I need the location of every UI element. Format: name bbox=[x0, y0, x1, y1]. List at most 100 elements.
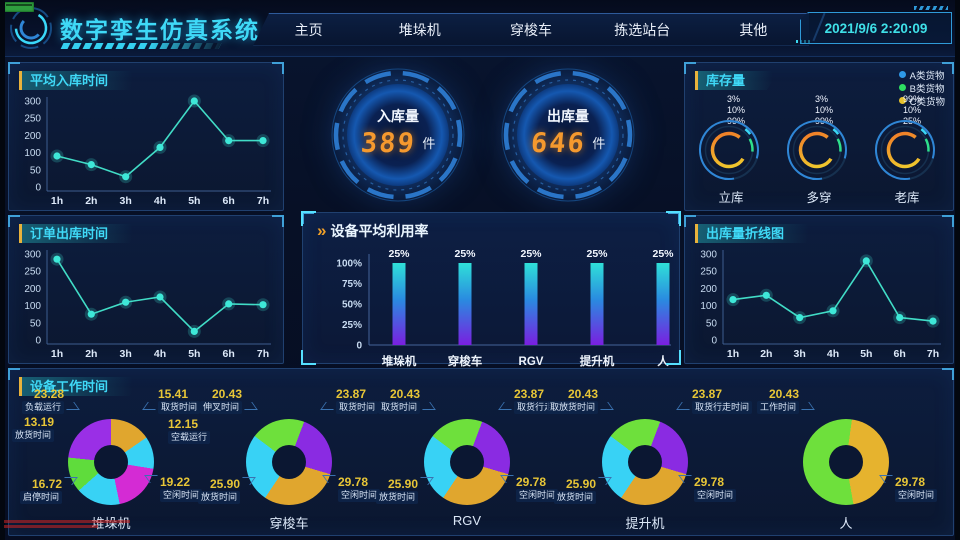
svg-text:100: 100 bbox=[24, 301, 41, 312]
corner-bracket bbox=[301, 211, 316, 226]
gauge-rings bbox=[331, 68, 465, 202]
gauge-value: 646 bbox=[529, 128, 587, 159]
svg-text:3h: 3h bbox=[120, 348, 132, 360]
nav-item-其他[interactable]: 其他 bbox=[739, 21, 768, 38]
inventory-legend: A类货物 B类货物 C类货物 bbox=[898, 68, 945, 108]
line-chart-svg: 0 50 100 200 250 300 1h 2h 3h 4h 5h 6h 7h bbox=[24, 250, 271, 360]
svg-text:25%: 25% bbox=[520, 248, 542, 260]
outbound-line-chart: 0 50 100 200 250 300 1h 2h 3h 4h 5h 6h 7h bbox=[689, 246, 947, 365]
donut-callout-label: 25.90 放货时间 bbox=[326, 477, 418, 504]
donut-name: RGV bbox=[452, 513, 482, 528]
svg-text:100: 100 bbox=[700, 301, 717, 312]
panel-title: 库存量 bbox=[695, 71, 779, 90]
svg-text:50%: 50% bbox=[342, 300, 362, 311]
svg-text:1h: 1h bbox=[727, 348, 739, 360]
panel-order-outbound-time: 订单出库时间 0 50 100 200 250 300 1h 2h 3h 4h 5h 6h 7h bbox=[8, 215, 284, 364]
gauge-value: 389 bbox=[359, 128, 417, 159]
legend-dot-icon bbox=[898, 71, 906, 78]
svg-text:250: 250 bbox=[24, 267, 41, 278]
svg-text:0: 0 bbox=[711, 336, 717, 347]
callout-value: 25.90 bbox=[387, 477, 418, 491]
counter-gauge-出库量: 出库量 646 件 bbox=[498, 65, 638, 205]
gauge-rings bbox=[501, 68, 635, 202]
svg-text:250: 250 bbox=[700, 267, 717, 278]
donut-name: 穿梭车 bbox=[269, 516, 309, 531]
inventory-gauges-row: 3% 10% 99% 立库 3% 10% 99% bbox=[687, 94, 951, 206]
donut-hole bbox=[829, 445, 863, 479]
legend-label: C类货物 bbox=[909, 96, 945, 108]
panel-title-text: 设备平均利用率 bbox=[330, 223, 429, 239]
avg-inbound-line-chart: 0 50 100 200 250 300 1h 2h 3h 4h 5h 6h 7h bbox=[13, 93, 277, 212]
svg-text:6h: 6h bbox=[223, 195, 235, 207]
nav-item-穿梭车[interactable]: 穿梭车 bbox=[510, 21, 552, 38]
svg-text:6h: 6h bbox=[894, 348, 906, 360]
main-nav: 主页 堆垛机 穿梭车 拣选站台 其他 bbox=[253, 13, 809, 46]
center-gauges-area: 入库量 389 件 出库量 646 件 bbox=[300, 62, 680, 210]
bar-chart-svg: 100% 75% 50% 25% 0 25% 堆垛机 25% 穿梭车 25% RGV 25% 提升机 25… bbox=[336, 248, 674, 368]
nav-item-主页[interactable]: 主页 bbox=[294, 21, 323, 38]
corner-bracket bbox=[666, 350, 681, 365]
inventory-gauge-老库: 99% 10% 25% 老库 bbox=[863, 94, 951, 206]
ring-gauge-icon bbox=[699, 120, 759, 180]
gauge-unit: 件 bbox=[422, 136, 436, 151]
svg-text:2h: 2h bbox=[85, 348, 97, 360]
panel-title: 订单出库时间 bbox=[19, 224, 142, 243]
callout-value: 20.43 bbox=[389, 387, 420, 401]
gauge-name: 多穿 bbox=[806, 191, 832, 205]
recorder-watermark bbox=[4, 2, 34, 12]
callout-name: 取货时间 bbox=[377, 401, 420, 414]
svg-text:5h: 5h bbox=[188, 195, 200, 207]
callout-name: 空闲时间 bbox=[895, 489, 938, 502]
svg-text:200: 200 bbox=[24, 131, 41, 142]
svg-text:7h: 7h bbox=[257, 195, 269, 207]
nav-item-堆垛机[interactable]: 堆垛机 bbox=[398, 21, 441, 38]
legend-label: B类货物 bbox=[909, 83, 945, 95]
callout-name: 取放货时间 bbox=[546, 401, 598, 414]
legend-item: A类货物 bbox=[898, 68, 945, 82]
svg-text:4h: 4h bbox=[154, 195, 166, 207]
donut-callout-label: 25.90 放货时间 bbox=[504, 478, 596, 504]
donut-callout-label: 29.78 空闲时间 bbox=[694, 475, 786, 502]
svg-text:300: 300 bbox=[700, 250, 717, 261]
svg-text:75%: 75% bbox=[342, 279, 362, 290]
svg-text:5h: 5h bbox=[188, 348, 200, 360]
donut-hole bbox=[272, 445, 306, 479]
donut-hole bbox=[94, 445, 128, 479]
callout-name: 放货时间 bbox=[11, 429, 54, 442]
panel-title: 平均入库时间 bbox=[19, 71, 142, 90]
svg-text:25%: 25% bbox=[342, 320, 362, 331]
callout-value: 12.15 bbox=[168, 417, 199, 431]
line-chart-svg: 0 50 100 200 250 300 1h 2h 3h 4h 5h 6h 7h bbox=[24, 94, 271, 207]
gauge-label: 出库量 bbox=[547, 108, 589, 124]
svg-text:6h: 6h bbox=[223, 348, 235, 360]
svg-text:200: 200 bbox=[24, 284, 41, 295]
donut-callout-label: 20.43 取放货时间 bbox=[506, 388, 598, 414]
svg-text:3h: 3h bbox=[120, 195, 132, 207]
callout-name: 放货时间 bbox=[197, 491, 240, 504]
donut-name: 人 bbox=[839, 516, 853, 531]
svg-text:提升机: 提升机 bbox=[580, 354, 615, 368]
callout-value: 29.78 bbox=[694, 475, 725, 489]
donut-callout-label: 23.28 负载运行 bbox=[0, 388, 64, 414]
inventory-gauge-立库: 3% 10% 99% 立库 bbox=[687, 94, 775, 206]
svg-text:25%: 25% bbox=[652, 248, 674, 260]
line-chart-svg: 0 50 100 200 250 300 1h 2h 3h 4h 5h 6h 7h bbox=[700, 250, 941, 360]
legend-label: A类货物 bbox=[909, 70, 945, 82]
callout-name: 伸叉时间 bbox=[199, 401, 242, 414]
svg-text:250: 250 bbox=[24, 114, 41, 125]
svg-text:50: 50 bbox=[30, 318, 42, 329]
corner-bracket bbox=[301, 350, 316, 365]
page-title: 数字孪生仿真系统 bbox=[60, 17, 260, 43]
svg-text:0: 0 bbox=[356, 341, 362, 352]
callout-name: 空载运行 bbox=[168, 431, 211, 444]
svg-text:0: 0 bbox=[35, 183, 41, 194]
svg-text:100%: 100% bbox=[336, 259, 362, 270]
panel-avg-inbound-time: 平均入库时间 0 50 100 200 250 300 1h 2h 3h 4h 5h 6h 7h bbox=[8, 62, 284, 211]
donut-callout-label: 13.19 放货时间 bbox=[0, 415, 54, 442]
callout-value: 13.19 bbox=[23, 415, 54, 429]
panel-utilization: » 设备平均利用率 100% 75% 50% 25% 0 25% 堆垛机 25% 穿梭车 25% RG… bbox=[301, 211, 681, 368]
svg-text:300: 300 bbox=[24, 250, 41, 261]
svg-text:25%: 25% bbox=[388, 248, 410, 260]
nav-item-拣选站台[interactable]: 拣选站台 bbox=[614, 21, 671, 38]
callout-name: 启停时间 bbox=[19, 491, 62, 504]
